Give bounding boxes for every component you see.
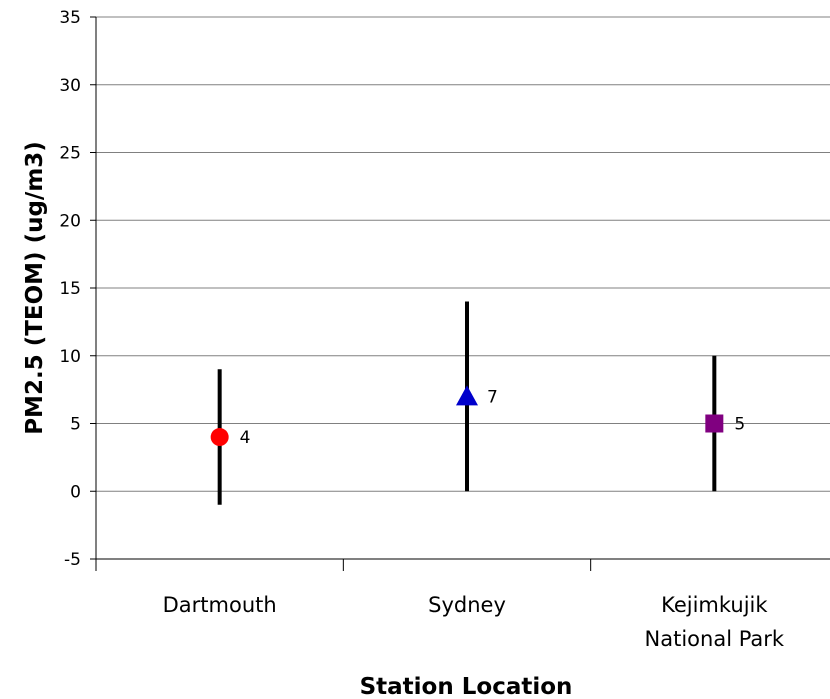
- y-tick-label: 30: [59, 76, 81, 96]
- x-category-label: Kejimkujik: [661, 593, 768, 617]
- x-category-label: National Park: [645, 627, 785, 651]
- circle-marker: [210, 428, 229, 447]
- x-axis-categories: Dartmouth Sydney Kejimkujik National Park: [95, 559, 785, 651]
- data-markers: [210, 385, 724, 447]
- y-tick-label: 10: [59, 347, 81, 367]
- y-tick-label: 25: [59, 144, 81, 164]
- y-tick-label: 15: [59, 279, 81, 299]
- y-tick-label: 5: [70, 415, 81, 435]
- square-marker: [705, 414, 724, 433]
- y-axis-ticks: -5 0 5 10 15 20 25 30 35: [59, 8, 96, 570]
- y-tick-label: 20: [59, 211, 81, 231]
- triangle-marker: [456, 385, 478, 406]
- data-label: 4: [240, 428, 251, 448]
- data-labels: 4 7 5: [240, 387, 745, 448]
- data-label: 5: [734, 415, 745, 435]
- x-axis-title: Station Location: [360, 674, 573, 699]
- y-tick-label: 0: [70, 482, 81, 502]
- x-category-label: Sydney: [428, 593, 506, 617]
- y-tick-label: 35: [59, 8, 81, 28]
- data-label: 7: [487, 387, 498, 407]
- x-category-label: Dartmouth: [163, 593, 277, 617]
- y-axis-title: PM2.5 (TEOM) (ug/m3): [22, 141, 48, 435]
- y-tick-label: -5: [64, 550, 81, 570]
